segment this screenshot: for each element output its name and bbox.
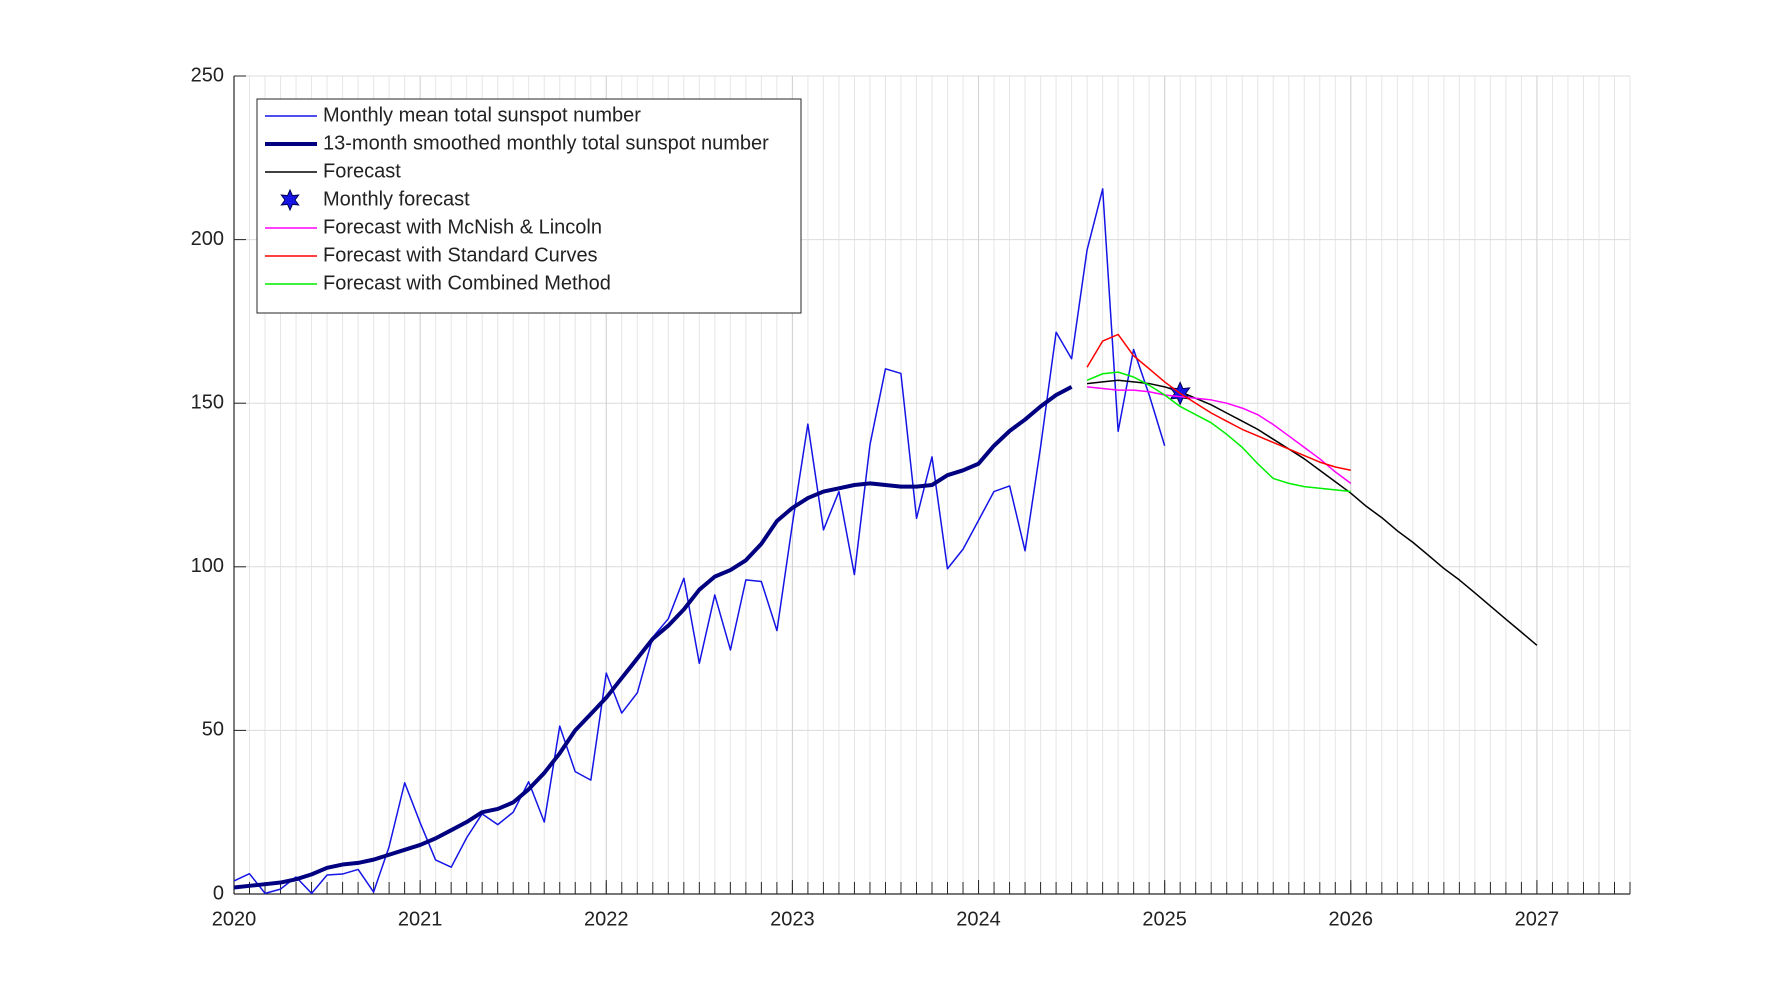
x-tick-label: 2026 <box>1329 908 1374 930</box>
x-tick-label: 2027 <box>1515 908 1560 930</box>
legend-label: Monthly mean total sunspot number <box>323 104 641 126</box>
legend-label: Monthly forecast <box>323 188 470 210</box>
legend-label: Forecast with Combined Method <box>323 272 611 294</box>
series-line <box>1086 386 1352 484</box>
y-tick-label: 250 <box>191 64 224 86</box>
y-tick-label: 100 <box>191 555 224 577</box>
legend-marker <box>280 188 300 212</box>
y-tick-label: 50 <box>202 719 224 741</box>
series-line <box>233 385 1073 890</box>
series-line <box>233 188 1166 895</box>
series-line <box>1086 371 1351 493</box>
series-line <box>1086 333 1351 472</box>
legend-label: Forecast with Standard Curves <box>323 244 598 266</box>
legend-label: Forecast with McNish & Lincoln <box>323 216 602 238</box>
x-tick-label: 2020 <box>212 908 257 930</box>
y-tick-label: 200 <box>191 228 224 250</box>
x-tick-label: 2024 <box>956 908 1001 930</box>
y-tick-label: 0 <box>213 882 224 904</box>
legend-box <box>256 98 802 314</box>
x-tick-label: 2022 <box>584 908 629 930</box>
x-tick-label: 2023 <box>770 908 815 930</box>
x-tick-label: 2021 <box>398 908 443 930</box>
x-tick-label: 2025 <box>1142 908 1187 930</box>
series-line <box>1086 379 1538 646</box>
legend-label: 13-month smoothed monthly total sunspot … <box>323 132 769 154</box>
y-tick-label: 150 <box>191 391 224 413</box>
legend-label: Forecast <box>323 160 401 182</box>
